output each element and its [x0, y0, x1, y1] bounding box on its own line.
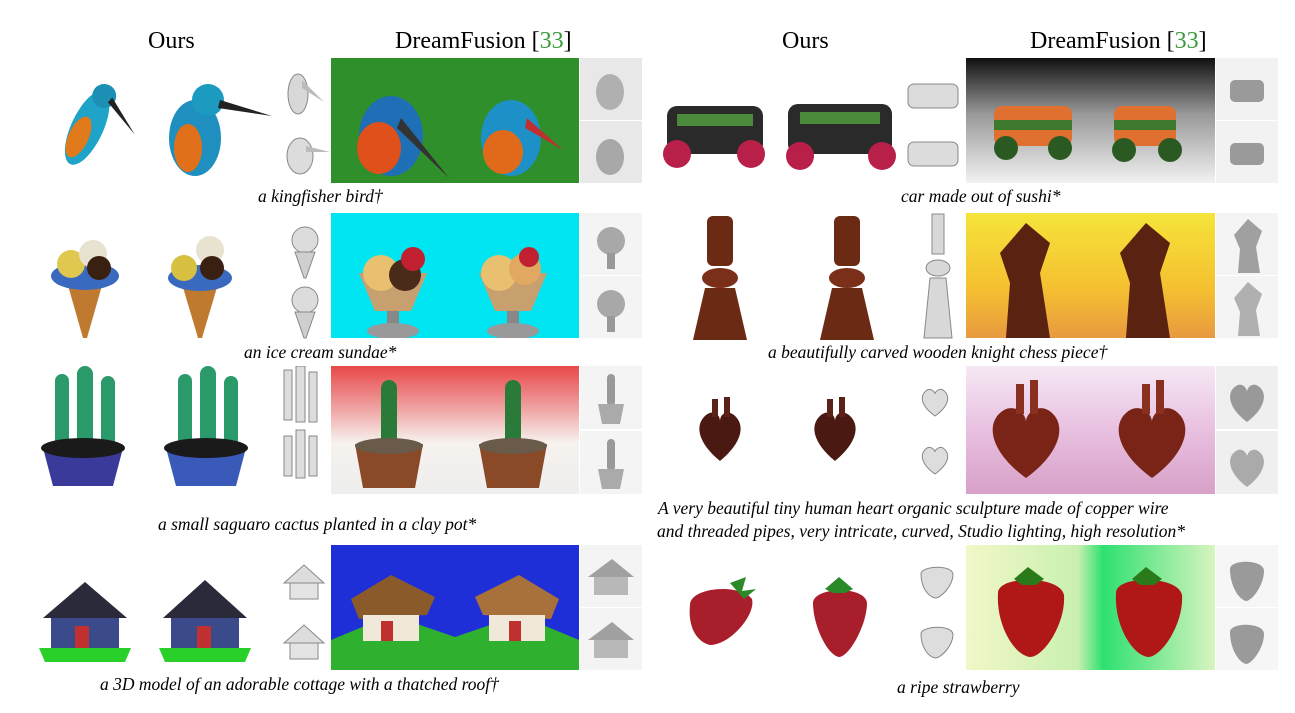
dreamfusion-render-cactus [331, 366, 579, 494]
dreamfusion-normal-strawberry-2 [1216, 608, 1278, 670]
ours-render-cactus-1 [25, 366, 140, 496]
ours-normal-cactus [270, 366, 330, 496]
dreamfusion-render-sundae [331, 213, 579, 338]
caption-cactus: a small saguaro cactus planted in a clay… [158, 514, 477, 534]
dreamfusion-normal-sushi-car-1 [1216, 58, 1278, 120]
ours-render-strawberry-2 [805, 575, 875, 660]
header-dreamfusion-left: DreamFusion [33] [395, 28, 572, 54]
dreamfusion-normal-strawberry-1 [1216, 545, 1278, 607]
ours-render-cottage-2 [155, 568, 255, 668]
ours-render-strawberry-1 [680, 575, 760, 650]
dreamfusion-render-chess [966, 213, 1215, 338]
ours-render-heart-1 [690, 395, 750, 465]
ours-render-sushi-car-2 [778, 82, 903, 177]
ours-render-cactus-2 [150, 366, 265, 496]
dreamfusion-render-heart [966, 366, 1215, 494]
dreamfusion-render-cottage [331, 545, 579, 670]
caption-heart-line2: and threaded pipes, very intricate, curv… [657, 521, 1185, 541]
ours-render-cottage-1 [35, 568, 135, 668]
ours-normal-cottage-1 [278, 555, 330, 607]
caption-heart-line1: A very beautiful tiny human heart organi… [658, 498, 1169, 518]
dreamfusion-normal-heart-1 [1216, 366, 1278, 429]
dreamfusion-normal-cottage-2 [580, 608, 642, 670]
caption-cottage: a 3D model of an adorable cottage with a… [100, 674, 499, 694]
ours-render-sundae-1 [45, 220, 125, 340]
ours-normal-chess [918, 212, 958, 340]
citation-ref[interactable]: 33 [1174, 28, 1199, 54]
ours-render-kingfisher-1 [38, 70, 138, 182]
dreamfusion-normal-cactus-2 [580, 431, 642, 494]
caption-sushi-car: car made out of sushi* [901, 186, 1061, 206]
caption-strawberry: a ripe strawberry [897, 677, 1020, 697]
ours-render-chess-2 [812, 212, 882, 340]
dreamfusion-normal-cactus-1 [580, 366, 642, 429]
citation-ref[interactable]: 33 [539, 28, 564, 54]
dreamfusion-normal-heart-2 [1216, 431, 1278, 494]
dreamfusion-normal-kingfisher-1 [580, 58, 642, 120]
ours-normal-sushi-car-1 [902, 70, 964, 122]
ours-normal-strawberry-1 [915, 558, 957, 600]
dreamfusion-render-sushi-car [966, 58, 1215, 183]
ours-normal-sundae-2 [280, 282, 330, 340]
header-dreamfusion-right: DreamFusion [33] [1030, 28, 1207, 54]
dreamfusion-normal-chess-1 [1216, 213, 1278, 275]
ours-normal-strawberry-2 [915, 618, 957, 660]
caption-chess: a beautifully carved wooden knight chess… [768, 342, 1108, 362]
ours-normal-sushi-car-2 [902, 128, 964, 180]
ours-render-sundae-2 [160, 220, 240, 340]
dreamfusion-render-strawberry [966, 545, 1215, 670]
header-ours-left: Ours [148, 28, 195, 54]
ours-normal-sundae-1 [280, 222, 330, 280]
ours-normal-heart-2 [915, 438, 955, 478]
dreamfusion-normal-kingfisher-2 [580, 121, 642, 183]
dreamfusion-normal-cottage-1 [580, 545, 642, 607]
dreamfusion-render-kingfisher [331, 58, 579, 183]
dreamfusion-normal-chess-2 [1216, 276, 1278, 338]
header-ours-right: Ours [782, 28, 829, 54]
ours-normal-kingfisher-2 [280, 122, 330, 182]
ours-normal-kingfisher-1 [280, 62, 330, 122]
ours-render-chess-1 [685, 212, 755, 340]
ours-render-kingfisher-2 [150, 70, 275, 182]
dreamfusion-normal-sundae-1 [580, 213, 642, 275]
ours-normal-heart-1 [915, 380, 955, 420]
ours-render-sushi-car-1 [655, 82, 773, 177]
caption-sundae: an ice cream sundae* [244, 342, 397, 362]
dreamfusion-normal-sundae-2 [580, 276, 642, 338]
dreamfusion-normal-sushi-car-2 [1216, 121, 1278, 183]
ours-render-heart-2 [805, 395, 865, 465]
caption-kingfisher: a kingfisher bird† [258, 186, 383, 206]
ours-normal-cottage-2 [278, 615, 330, 667]
